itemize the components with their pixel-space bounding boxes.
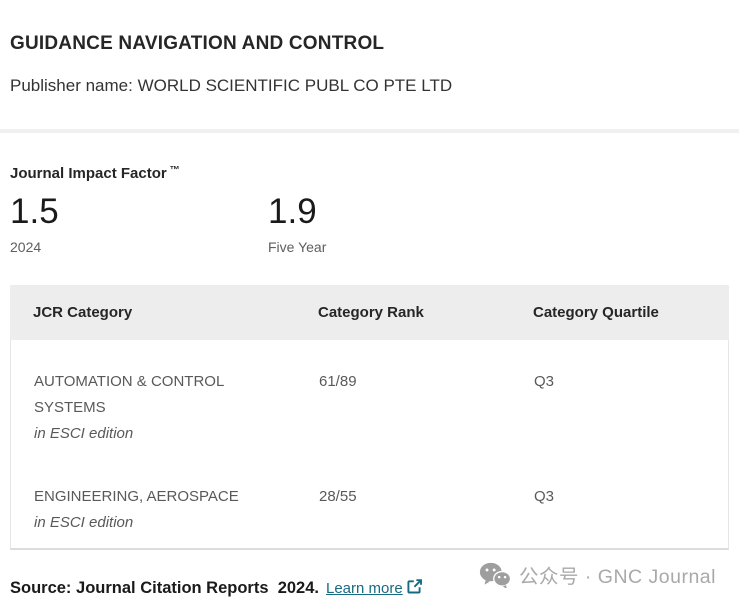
- quartile-cell: Q3: [534, 488, 555, 505]
- source-text: Source: Journal Citation Reports 2024.: [10, 579, 319, 597]
- trademark-symbol: ™: [169, 165, 180, 176]
- quartile-cell: Q3: [534, 373, 555, 390]
- metric-label: 2024: [10, 239, 42, 255]
- table-body: AUTOMATION & CONTROL SYSTEMS in ESCI edi…: [10, 340, 729, 550]
- impact-factor-section-title: Journal Impact Factor ™: [10, 165, 739, 182]
- learn-more-link[interactable]: Learn more: [326, 576, 423, 597]
- column-header-jcr-category: JCR Category: [33, 304, 133, 321]
- metric-value: 1.9: [268, 192, 317, 231]
- wechat-icon: [479, 562, 511, 588]
- watermark-text: 公众号 · GNC Journal: [518, 566, 716, 588]
- category-cell: AUTOMATION & CONTROL SYSTEMS in ESCI edi…: [34, 369, 319, 447]
- category-name: AUTOMATION & CONTROL SYSTEMS: [34, 373, 224, 416]
- metric-five-year: 1.9 Five Year: [268, 190, 526, 255]
- category-name: ENGINEERING, AEROSPACE: [34, 488, 239, 505]
- category-edition: in ESCI edition: [34, 425, 134, 442]
- category-edition: in ESCI edition: [34, 514, 134, 531]
- column-header-category-rank: Category Rank: [318, 304, 424, 321]
- wechat-watermark: 公众号 · GNC Journal: [479, 560, 716, 589]
- external-link-icon[interactable]: [406, 578, 423, 595]
- category-cell: ENGINEERING, AEROSPACE in ESCI edition: [34, 484, 319, 536]
- learn-more-label[interactable]: Learn more: [326, 580, 403, 597]
- page-title: GUIDANCE NAVIGATION AND CONTROL: [10, 33, 385, 54]
- publisher-line: Publisher name: WORLD SCIENTIFIC PUBL CO…: [10, 76, 453, 95]
- metric-value: 1.5: [10, 192, 59, 231]
- rank-cell: 61/89: [319, 373, 357, 390]
- metric-label: Five Year: [268, 239, 327, 255]
- section-divider: [0, 129, 739, 133]
- impact-factor-title-text: Journal Impact Factor: [10, 165, 167, 182]
- table-row: AUTOMATION & CONTROL SYSTEMS in ESCI edi…: [11, 340, 728, 455]
- source-footer: Source: Journal Citation Reports 2024. L…: [10, 576, 739, 598]
- impact-factor-metrics: 1.5 2024 1.9 Five Year: [10, 190, 739, 255]
- table-header-row: JCR Category Category Rank Category Quar…: [10, 285, 729, 340]
- column-header-category-quartile: Category Quartile: [533, 304, 659, 321]
- rank-cell: 28/55: [319, 488, 357, 505]
- metric-current-year: 1.5 2024: [10, 190, 268, 255]
- table-row: ENGINEERING, AEROSPACE in ESCI edition 2…: [11, 455, 728, 548]
- category-rank-table: JCR Category Category Rank Category Quar…: [10, 285, 729, 550]
